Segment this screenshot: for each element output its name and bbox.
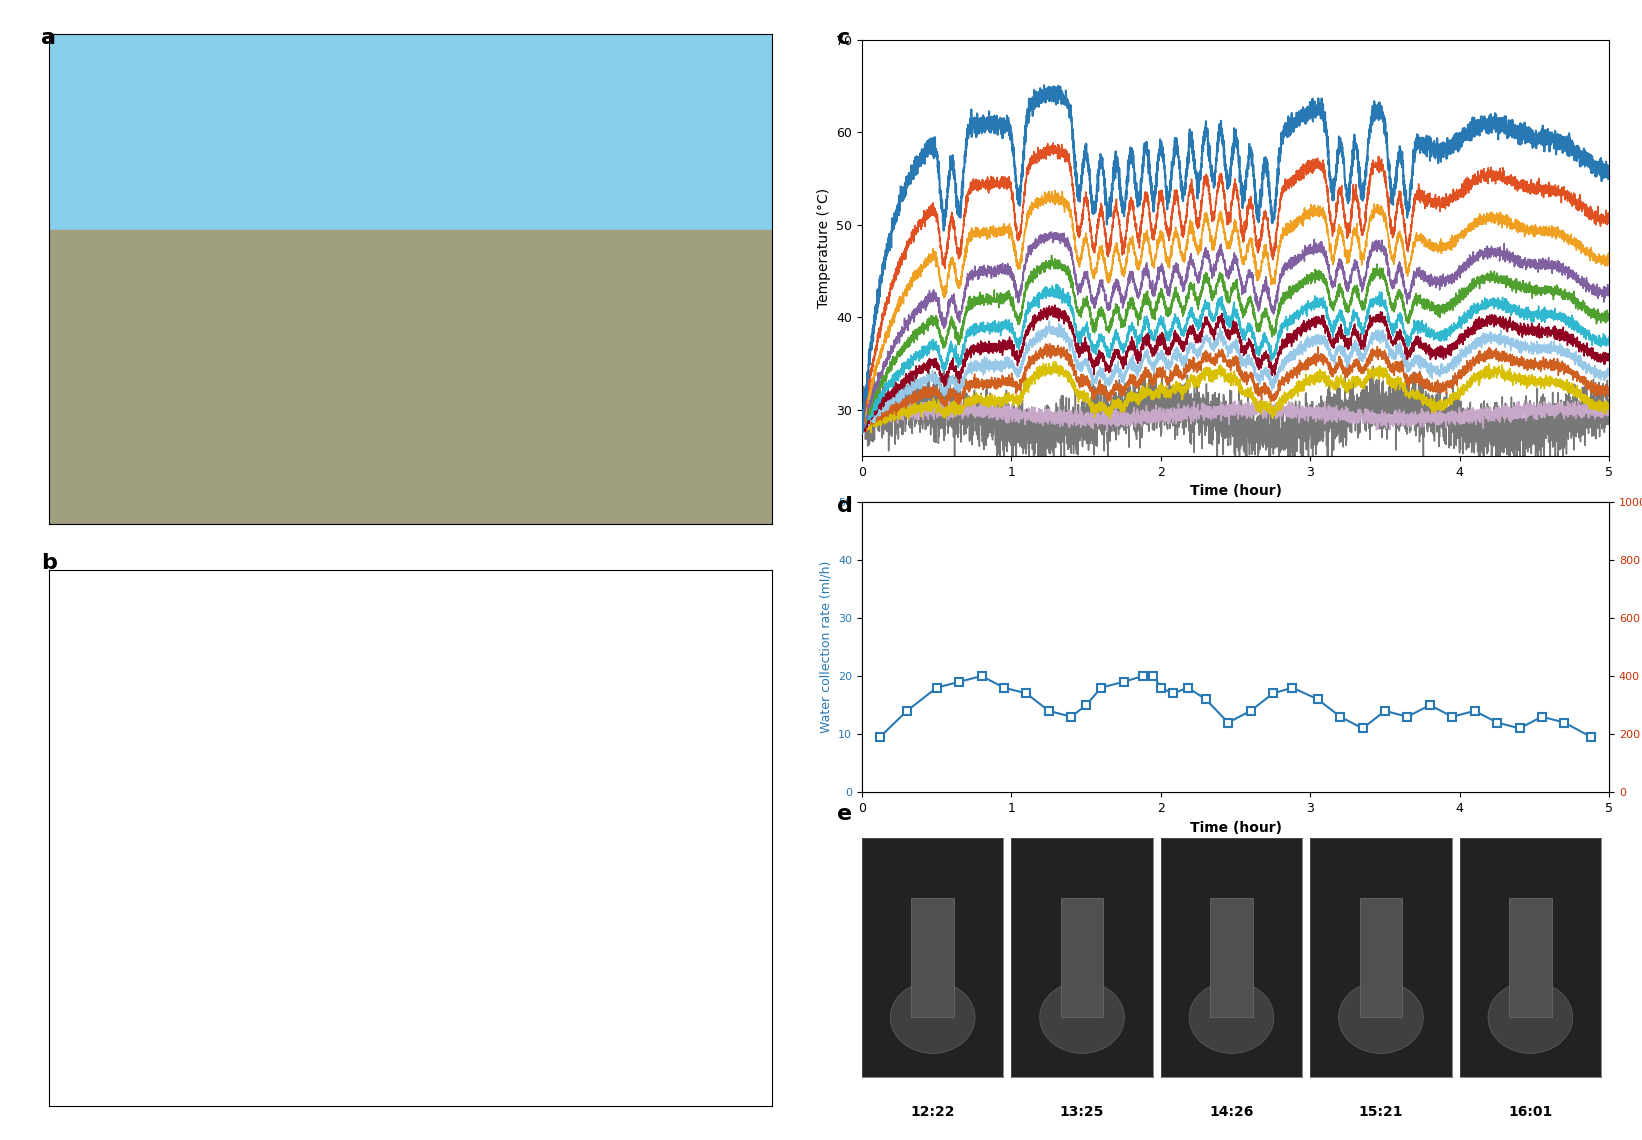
Bar — [1210, 898, 1253, 1017]
Ellipse shape — [1488, 982, 1573, 1053]
Y-axis label: Temperature (°C): Temperature (°C) — [816, 188, 831, 308]
Bar — [49, 230, 772, 524]
Text: d: d — [837, 496, 854, 516]
Text: 12:22: 12:22 — [910, 1105, 956, 1118]
Bar — [1360, 898, 1402, 1017]
Ellipse shape — [1189, 982, 1274, 1053]
Text: 16:01: 16:01 — [1509, 1105, 1552, 1118]
Text: c: c — [837, 28, 851, 49]
Bar — [911, 898, 954, 1017]
Text: b: b — [41, 553, 57, 573]
Bar — [1061, 898, 1103, 1017]
Bar — [1509, 898, 1552, 1017]
Text: 15:21: 15:21 — [1358, 1105, 1404, 1118]
Legend: $T_1$, $T_2$, $T_3$, $T_4$, $T_5$, $T_6$, $T_7$, $T_8$, $T_9$, $T_10$, $T_\mathr: $T_1$, $T_2$, $T_3$, $T_4$, $T_5$, $T_6$… — [993, 520, 1478, 543]
Text: e: e — [837, 804, 852, 824]
Ellipse shape — [1338, 982, 1424, 1053]
Text: 14:26: 14:26 — [1209, 1105, 1254, 1118]
Bar — [49, 34, 772, 230]
Text: 13:25: 13:25 — [1059, 1105, 1105, 1118]
Ellipse shape — [890, 982, 975, 1053]
Ellipse shape — [1039, 982, 1125, 1053]
Text: a: a — [41, 28, 56, 49]
Y-axis label: Water collection rate (ml/h): Water collection rate (ml/h) — [819, 561, 832, 733]
X-axis label: Time (hour): Time (hour) — [1189, 821, 1282, 834]
X-axis label: Time (hour): Time (hour) — [1189, 484, 1282, 498]
